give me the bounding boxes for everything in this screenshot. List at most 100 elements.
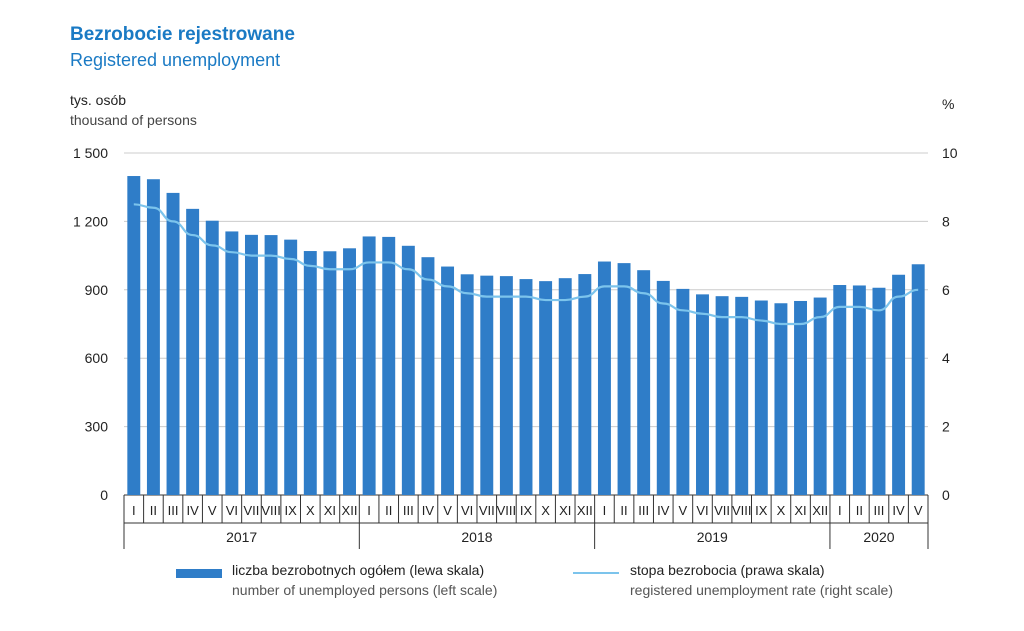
month-tick-label: I — [132, 503, 136, 518]
month-tick-label: VI — [226, 503, 238, 518]
unemployed-bar — [597, 261, 611, 495]
month-tick-label: IV — [186, 503, 199, 518]
unemployed-bar — [774, 303, 788, 495]
year-label: 2017 — [226, 529, 257, 545]
unemployed-bar — [186, 208, 200, 496]
month-tick-label: IX — [755, 503, 768, 518]
month-tick-label: I — [603, 503, 607, 518]
unemployed-bar — [617, 263, 631, 495]
right-axis-tick-label: 2 — [942, 419, 950, 435]
left-axis-tick-label: 0 — [100, 487, 108, 503]
month-tick-label: VIII — [261, 503, 281, 518]
unemployed-bar — [911, 264, 925, 495]
right-axis-tick-label: 6 — [942, 282, 950, 298]
chart-title: Bezrobocie rejestrowane — [70, 24, 295, 45]
year-label: 2020 — [863, 529, 894, 545]
unemployed-bar — [166, 192, 180, 495]
month-tick-label: I — [367, 503, 371, 518]
right-axis-tick-label: 10 — [942, 145, 958, 161]
unemployed-bar — [244, 234, 258, 496]
month-tick-label: X — [541, 503, 550, 518]
unemployed-bar — [852, 285, 866, 495]
unemployed-bar — [637, 270, 651, 495]
month-tick-label: III — [874, 503, 885, 518]
month-tick-label: VII — [244, 503, 260, 518]
left-axis-tick-label: 900 — [85, 282, 109, 298]
unemployed-bar — [284, 239, 298, 495]
legend-line-swatch — [573, 572, 619, 574]
month-tick-label: VI — [461, 503, 473, 518]
legend-bars-label-en: number of unemployed persons (left scale… — [232, 582, 498, 598]
right-axis-tick-label: 0 — [942, 487, 950, 503]
month-tick-label: II — [620, 503, 627, 518]
month-tick-label: VIII — [497, 503, 517, 518]
month-tick-label: X — [306, 503, 315, 518]
unemployed-bar — [460, 274, 474, 495]
unemployed-bar — [519, 279, 533, 495]
legend-bar-swatch — [176, 569, 222, 578]
unemployed-bar — [735, 296, 749, 495]
unemployed-bar — [323, 251, 337, 495]
unemployed-bar — [499, 276, 513, 495]
legend-line-label-en: registered unemployment rate (right scal… — [630, 582, 894, 598]
month-tick-label: VIII — [732, 503, 752, 518]
month-tick-label: II — [150, 503, 157, 518]
legend-line: stopa bezrobocia (prawa skala) registere… — [630, 562, 893, 598]
unemployed-bar — [696, 294, 709, 495]
unemployed-bar — [833, 285, 847, 495]
left-axis-tick-label: 300 — [85, 419, 109, 435]
month-tick-label: XI — [559, 503, 571, 518]
unemployed-bar — [362, 236, 376, 495]
left-axis-tick-label: 1 200 — [73, 213, 108, 229]
month-tick-label: XI — [794, 503, 806, 518]
unemployed-bar — [676, 288, 690, 495]
month-tick-label: IV — [657, 503, 670, 518]
month-tick-label: IV — [892, 503, 905, 518]
month-tick-label: III — [403, 503, 414, 518]
unemployed-bar — [421, 257, 435, 495]
unemployed-bar — [343, 248, 356, 495]
unemployed-bar — [539, 281, 553, 495]
unemployed-bar — [205, 220, 219, 495]
month-tick-label: IV — [422, 503, 435, 518]
unemployed-bar — [754, 300, 768, 495]
year-label: 2019 — [697, 529, 728, 545]
left-axis-tick-label: 1 500 — [73, 145, 108, 161]
unemployed-bar — [382, 236, 396, 496]
year-label: 2018 — [461, 529, 492, 545]
unemployed-bar — [656, 280, 670, 495]
month-tick-label: X — [777, 503, 786, 518]
month-tick-label: V — [914, 503, 923, 518]
unemployed-bar — [813, 297, 827, 495]
month-tick-label: VI — [696, 503, 708, 518]
unemployed-bar — [225, 231, 239, 495]
month-tick-label: XII — [342, 503, 358, 518]
month-tick-label: IX — [520, 503, 533, 518]
unemployed-bar — [264, 235, 278, 495]
unemployed-bar — [146, 179, 160, 495]
month-tick-label: V — [679, 503, 688, 518]
unemployed-bar — [872, 287, 886, 495]
month-tick-label: IX — [285, 503, 298, 518]
month-tick-label: I — [838, 503, 842, 518]
month-tick-label: VII — [714, 503, 730, 518]
right-axis-unit: % — [942, 96, 955, 112]
unemployed-bar — [715, 296, 729, 495]
month-tick-label: XII — [812, 503, 828, 518]
month-tick-label: VII — [479, 503, 495, 518]
month-tick-label: XII — [577, 503, 593, 518]
unemployed-bar — [794, 300, 808, 495]
month-tick-label: V — [443, 503, 452, 518]
unemployed-bar — [892, 274, 906, 495]
month-tick-label: II — [856, 503, 863, 518]
left-axis-unit-en: thousand of persons — [70, 112, 197, 128]
month-tick-label: III — [168, 503, 179, 518]
unemployed-bar — [480, 275, 494, 495]
month-tick-label: V — [208, 503, 217, 518]
legend-line-label-pl: stopa bezrobocia (prawa skala) — [630, 562, 825, 578]
unemployed-bar — [127, 176, 141, 495]
left-axis-tick-label: 600 — [85, 350, 109, 366]
right-axis-tick-label: 4 — [942, 350, 950, 366]
unemployed-bar — [558, 278, 572, 495]
